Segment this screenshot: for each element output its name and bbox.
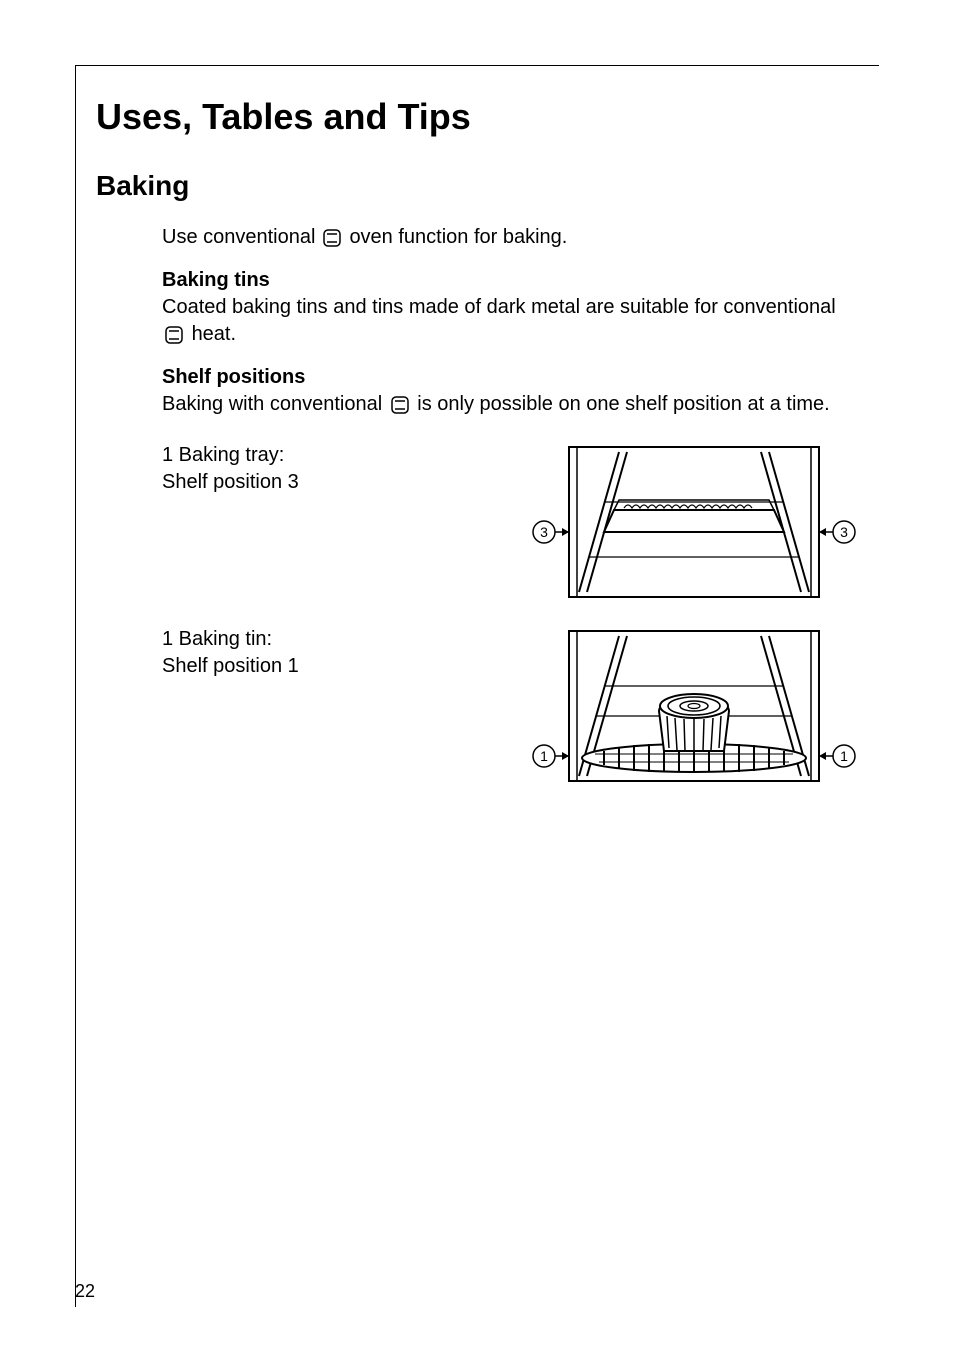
indented-content: Use conventional oven function for bakin… (162, 226, 859, 786)
bundt-tin-icon (659, 694, 729, 751)
baking-tins-after: heat. (192, 323, 236, 345)
section-title-shelf-positions: Shelf positions (162, 366, 859, 389)
section-body-shelf-positions: Baking with conventional is only possibl… (162, 391, 859, 418)
diagram-tray: 3 3 (529, 442, 859, 602)
section-shelf-positions: Shelf positions Baking with conventional… (162, 366, 859, 418)
conventional-heat-icon (322, 228, 342, 248)
example-tin-text: 1 Baking tin: Shelf position 1 (162, 626, 529, 680)
intro-line: Use conventional oven function for bakin… (162, 226, 859, 249)
diagram-tin: 1 1 (529, 626, 859, 786)
section-body-baking-tins: Coated baking tins and tins made of dark… (162, 294, 859, 348)
tray-left-label: 3 (540, 524, 548, 540)
intro-after: oven function for baking. (349, 226, 567, 249)
baking-tins-before: Coated baking tins and tins made of dark… (162, 296, 836, 318)
main-heading: Uses, Tables and Tips (96, 96, 859, 138)
section-title-baking-tins: Baking tins (162, 269, 859, 292)
tray-line2: Shelf position 3 (162, 469, 529, 496)
example-tray-row: 1 Baking tray: Shelf position 3 (162, 442, 859, 602)
shelf-positions-after: is only possible on one shelf position a… (417, 393, 829, 415)
example-tin-row: 1 Baking tin: Shelf position 1 (162, 626, 859, 786)
section-baking-tins: Baking tins Coated baking tins and tins … (162, 269, 859, 348)
tin-line1: 1 Baking tin: (162, 626, 529, 653)
sub-heading: Baking (96, 170, 859, 202)
tin-left-label: 1 (540, 748, 548, 764)
shelf-positions-before: Baking with conventional (162, 393, 382, 415)
tin-line2: Shelf position 1 (162, 653, 529, 680)
example-tray-text: 1 Baking tray: Shelf position 3 (162, 442, 529, 496)
intro-before: Use conventional (162, 226, 315, 249)
page-container: Uses, Tables and Tips Baking Use convent… (0, 0, 954, 1352)
page-number: 22 (75, 1281, 95, 1302)
tray-right-label: 3 (840, 524, 848, 540)
tin-right-label: 1 (840, 748, 848, 764)
conventional-heat-icon (390, 395, 410, 415)
content-frame: Uses, Tables and Tips Baking Use convent… (75, 65, 879, 1307)
tray-line1: 1 Baking tray: (162, 442, 529, 469)
conventional-heat-icon (164, 325, 184, 345)
